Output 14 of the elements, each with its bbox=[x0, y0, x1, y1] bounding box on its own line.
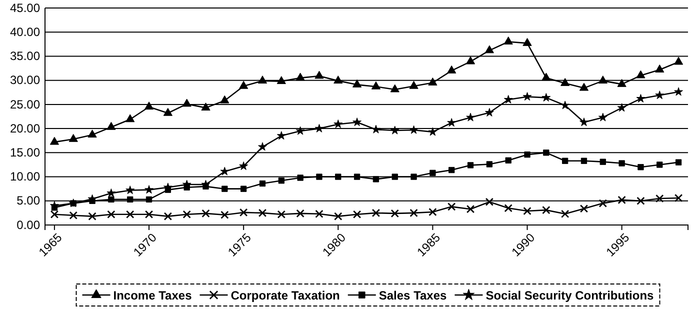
y-tick-label: 45.00 bbox=[10, 0, 40, 15]
y-tick-label: 15.00 bbox=[10, 146, 40, 160]
legend-label: Social Security Contributions bbox=[486, 288, 654, 302]
legend-label: Sales Taxes bbox=[378, 288, 448, 302]
y-tick-label: 25.00 bbox=[10, 97, 40, 112]
legend-label: Corporate Taxation bbox=[230, 288, 340, 302]
y-tick-label: 5.00 bbox=[16, 194, 40, 208]
legend-label: Income Taxes bbox=[113, 288, 192, 302]
y-tick-label: 40.00 bbox=[10, 24, 40, 39]
y-tick-label: 20.00 bbox=[10, 121, 40, 136]
y-tick-label: 10.00 bbox=[10, 170, 40, 184]
y-tick-label: 35.00 bbox=[10, 49, 40, 64]
y-tick-label: 0.00 bbox=[16, 218, 40, 232]
y-tick-label: 30.00 bbox=[10, 73, 40, 88]
